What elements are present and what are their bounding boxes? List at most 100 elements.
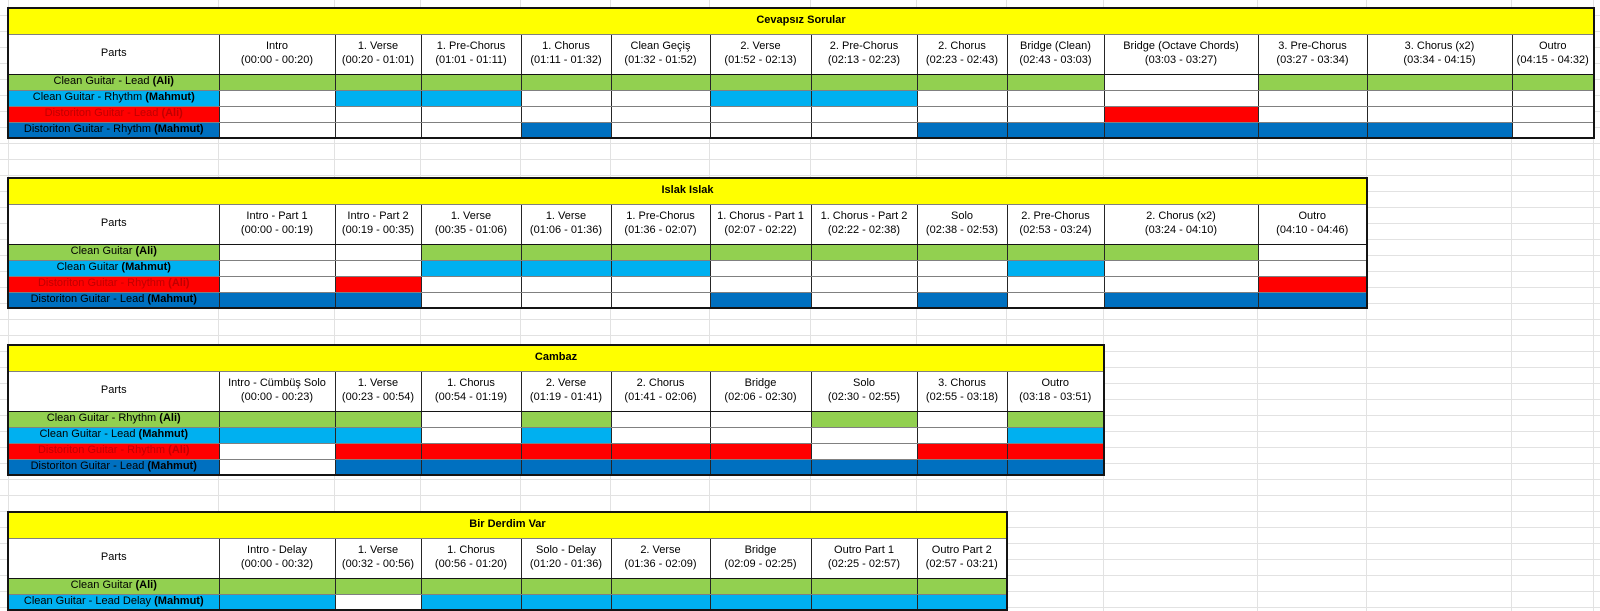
part-section-cell-empty[interactable]: [1511, 121, 1595, 139]
part-section-cell-filled[interactable]: [1366, 121, 1513, 139]
part-section-cell-empty[interactable]: [1103, 275, 1259, 293]
part-section-cell-filled[interactable]: [334, 73, 422, 91]
parts-header-cell[interactable]: Parts: [7, 33, 220, 75]
part-section-cell-empty[interactable]: [1511, 89, 1595, 107]
part-section-cell-empty[interactable]: [1257, 89, 1368, 107]
part-section-cell-filled[interactable]: [334, 442, 422, 460]
section-header-cell[interactable]: 1. Chorus (00:56 - 01:20): [420, 537, 522, 579]
part-section-cell-filled[interactable]: [610, 593, 711, 611]
section-header-cell[interactable]: 1. Pre-Chorus (01:01 - 01:11): [420, 33, 522, 75]
part-section-cell-empty[interactable]: [520, 291, 612, 309]
part-section-cell-empty[interactable]: [420, 410, 522, 428]
song-title-cell[interactable]: Bir Derdim Var: [7, 511, 1008, 539]
section-header-cell[interactable]: 1. Verse (00:23 - 00:54): [334, 370, 422, 412]
part-section-cell-filled[interactable]: [1103, 105, 1259, 123]
part-section-cell-filled[interactable]: [520, 442, 612, 460]
section-header-cell[interactable]: 1. Verse (00:35 - 01:06): [420, 203, 522, 245]
part-section-cell-filled[interactable]: [420, 593, 522, 611]
part-section-cell-filled[interactable]: [916, 291, 1008, 309]
part-label-cell[interactable]: Distoriton Guitar - Rhythm (Mahmut): [7, 121, 220, 139]
part-section-cell-filled[interactable]: [709, 593, 812, 611]
part-section-cell-empty[interactable]: [916, 275, 1008, 293]
section-header-cell[interactable]: 1. Chorus - Part 1 (02:07 - 02:22): [709, 203, 812, 245]
part-section-cell-filled[interactable]: [520, 121, 612, 139]
part-section-cell-filled[interactable]: [218, 73, 336, 91]
part-section-cell-filled[interactable]: [1366, 73, 1513, 91]
section-header-cell[interactable]: 2. Chorus (01:41 - 02:06): [610, 370, 711, 412]
part-section-cell-filled[interactable]: [420, 442, 522, 460]
part-section-cell-empty[interactable]: [218, 259, 336, 277]
part-section-cell-empty[interactable]: [1006, 105, 1105, 123]
part-section-cell-empty[interactable]: [334, 259, 422, 277]
section-header-cell[interactable]: Solo (02:38 - 02:53): [916, 203, 1008, 245]
section-header-cell[interactable]: 2. Verse (01:36 - 02:09): [610, 537, 711, 579]
part-section-cell-filled[interactable]: [334, 458, 422, 476]
part-section-cell-empty[interactable]: [709, 426, 812, 444]
part-section-cell-empty[interactable]: [218, 89, 336, 107]
part-section-cell-filled[interactable]: [420, 577, 522, 595]
part-section-cell-filled[interactable]: [610, 259, 711, 277]
part-section-cell-empty[interactable]: [218, 275, 336, 293]
section-header-cell[interactable]: 2. Verse (01:19 - 01:41): [520, 370, 612, 412]
part-section-cell-filled[interactable]: [610, 442, 711, 460]
parts-header-cell[interactable]: Parts: [7, 370, 220, 412]
section-header-cell[interactable]: 1. Chorus (00:54 - 01:19): [420, 370, 522, 412]
part-section-cell-filled[interactable]: [709, 577, 812, 595]
part-section-cell-filled[interactable]: [916, 577, 1008, 595]
part-section-cell-empty[interactable]: [1366, 105, 1513, 123]
part-section-cell-empty[interactable]: [610, 89, 711, 107]
part-section-cell-empty[interactable]: [1257, 243, 1368, 261]
song-title-cell[interactable]: Cambaz: [7, 344, 1105, 372]
part-section-cell-empty[interactable]: [810, 426, 918, 444]
part-section-cell-empty[interactable]: [709, 259, 812, 277]
section-header-cell[interactable]: 1. Chorus (01:11 - 01:32): [520, 33, 612, 75]
part-section-cell-filled[interactable]: [916, 73, 1008, 91]
song-title-cell[interactable]: Islak Islak: [7, 177, 1368, 205]
part-section-cell-filled[interactable]: [810, 593, 918, 611]
part-section-cell-filled[interactable]: [916, 593, 1008, 611]
part-section-cell-filled[interactable]: [334, 577, 422, 595]
part-section-cell-empty[interactable]: [1511, 105, 1595, 123]
part-section-cell-filled[interactable]: [709, 458, 812, 476]
part-section-cell-empty[interactable]: [218, 442, 336, 460]
section-header-cell[interactable]: Outro (04:10 - 04:46): [1257, 203, 1368, 245]
section-header-cell[interactable]: 2. Pre-Chorus (02:13 - 02:23): [810, 33, 918, 75]
part-section-cell-filled[interactable]: [334, 291, 422, 309]
part-section-cell-filled[interactable]: [1103, 121, 1259, 139]
section-header-cell[interactable]: Intro - Part 1 (00:00 - 00:19): [218, 203, 336, 245]
part-section-cell-empty[interactable]: [420, 275, 522, 293]
part-section-cell-filled[interactable]: [810, 577, 918, 595]
part-section-cell-filled[interactable]: [709, 89, 812, 107]
part-section-cell-empty[interactable]: [1006, 275, 1105, 293]
part-section-cell-filled[interactable]: [1006, 73, 1105, 91]
part-section-cell-filled[interactable]: [520, 243, 612, 261]
section-header-cell[interactable]: Outro (03:18 - 03:51): [1006, 370, 1105, 412]
part-section-cell-empty[interactable]: [1257, 259, 1368, 277]
part-section-cell-filled[interactable]: [610, 577, 711, 595]
part-section-cell-filled[interactable]: [520, 577, 612, 595]
part-section-cell-filled[interactable]: [218, 593, 336, 611]
part-section-cell-empty[interactable]: [334, 593, 422, 611]
part-section-cell-empty[interactable]: [218, 243, 336, 261]
part-section-cell-empty[interactable]: [1103, 73, 1259, 91]
part-section-cell-filled[interactable]: [1006, 121, 1105, 139]
part-section-cell-empty[interactable]: [334, 243, 422, 261]
part-section-cell-empty[interactable]: [709, 121, 812, 139]
section-header-cell[interactable]: Clean Geçiş (01:32 - 01:52): [610, 33, 711, 75]
part-section-cell-empty[interactable]: [218, 121, 336, 139]
part-section-cell-empty[interactable]: [420, 121, 522, 139]
part-section-cell-filled[interactable]: [520, 410, 612, 428]
part-section-cell-empty[interactable]: [610, 105, 711, 123]
part-section-cell-filled[interactable]: [334, 89, 422, 107]
part-section-cell-filled[interactable]: [1257, 291, 1368, 309]
part-section-cell-filled[interactable]: [916, 121, 1008, 139]
part-section-cell-filled[interactable]: [1006, 259, 1105, 277]
section-header-cell[interactable]: Intro - Cümbüş Solo (00:00 - 00:23): [218, 370, 336, 412]
part-section-cell-filled[interactable]: [916, 243, 1008, 261]
part-section-cell-empty[interactable]: [420, 426, 522, 444]
part-section-cell-filled[interactable]: [1006, 442, 1105, 460]
part-section-cell-empty[interactable]: [520, 275, 612, 293]
part-section-cell-empty[interactable]: [420, 105, 522, 123]
section-header-cell[interactable]: Intro (00:00 - 00:20): [218, 33, 336, 75]
section-header-cell[interactable]: 2. Verse (01:52 - 02:13): [709, 33, 812, 75]
